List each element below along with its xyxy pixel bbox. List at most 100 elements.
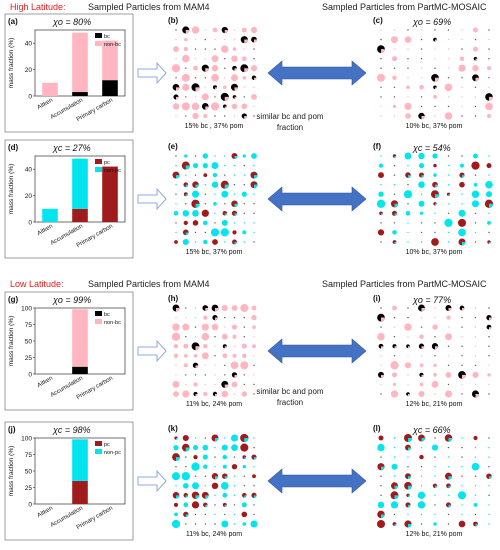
particle-point — [380, 393, 382, 395]
y-tick-label: 0 — [28, 94, 32, 101]
y-tick-label: 40 — [25, 167, 33, 174]
arrow-label-line1: similar bc and pom — [256, 387, 323, 396]
particle-point — [420, 513, 423, 516]
particle-point — [253, 115, 255, 117]
particle-point — [488, 155, 490, 157]
particle-point — [192, 445, 199, 451]
particle-point — [447, 523, 450, 525]
particle-point — [243, 96, 245, 98]
particle-point — [192, 209, 199, 217]
particle-point — [224, 513, 226, 516]
particle-point — [222, 353, 228, 359]
particle-point — [488, 364, 490, 366]
particle-point — [212, 27, 218, 33]
particle-point — [378, 191, 384, 197]
particle-point — [173, 444, 179, 451]
particle-caption: 10% bc, 37% pom — [406, 249, 463, 256]
particle-point — [231, 444, 238, 451]
particle-point — [191, 462, 200, 471]
particle-point — [434, 456, 436, 458]
particle-point — [488, 494, 490, 496]
bar-non-pc — [72, 158, 88, 209]
x-tick-label: Aitken — [37, 376, 54, 390]
particle-wedge — [421, 438, 425, 442]
particle-point — [204, 86, 206, 89]
particle-point — [459, 163, 465, 168]
particle-point — [221, 333, 228, 340]
particle-point — [447, 364, 450, 366]
particle-point — [474, 326, 477, 328]
particle-point — [250, 65, 258, 72]
particle-point — [175, 77, 177, 79]
double-arrow — [267, 338, 367, 364]
particle-wedge — [408, 476, 411, 480]
particle-panel: (h) 11% bc, 24% pom — [168, 294, 257, 408]
particle-point — [488, 58, 490, 60]
particle-point — [474, 345, 477, 347]
particle-point — [243, 326, 245, 328]
particle-point — [474, 212, 477, 214]
particle-wedge — [394, 524, 397, 526]
particle-wedge — [185, 194, 188, 197]
particle-point — [251, 314, 257, 321]
particle-point — [185, 67, 187, 69]
particle-caption: 12% bc, 21% pom — [406, 401, 463, 408]
particle-point — [461, 77, 463, 79]
particle-point — [185, 307, 187, 309]
particle-point — [461, 316, 463, 319]
particle-point — [194, 174, 197, 176]
y-tick-label: 50 — [25, 469, 33, 476]
particle-point — [461, 466, 463, 468]
particle-wedge — [435, 346, 439, 350]
particle-point — [191, 501, 200, 509]
particle-point — [194, 77, 197, 79]
particle-point — [380, 456, 382, 458]
particle-point — [380, 115, 382, 117]
particle-point — [420, 475, 423, 477]
particle-point — [185, 336, 187, 338]
y-tick-label: 0 — [28, 220, 32, 227]
particle-point — [474, 86, 477, 89]
y-tick-label: 0 — [28, 502, 32, 509]
particle-point — [204, 364, 206, 366]
particle-point — [420, 58, 423, 60]
particle-wedge — [215, 317, 218, 321]
particle-point — [474, 485, 477, 487]
particle-point — [181, 54, 190, 63]
particle-point — [204, 58, 206, 60]
particle-point — [211, 55, 219, 63]
particle-point — [393, 67, 396, 69]
particle-point — [447, 105, 450, 108]
particle-point — [461, 96, 463, 98]
particle-point — [251, 305, 257, 311]
particle-point — [420, 316, 423, 319]
particle-point — [171, 64, 181, 73]
particle-point — [420, 222, 423, 224]
particle-point — [488, 48, 490, 50]
particle-point — [391, 56, 398, 62]
bar-non-pc — [72, 439, 88, 481]
particle-point — [233, 393, 236, 395]
particle-point — [211, 181, 219, 188]
y-axis-label: mass fraction (%) — [8, 38, 15, 89]
particle-point — [252, 474, 256, 479]
particle-point — [461, 355, 463, 357]
particle-caption: 11% bc, 24% pom — [186, 401, 242, 408]
particle-point — [193, 353, 198, 358]
particle-point — [447, 241, 450, 243]
particle-point — [488, 86, 490, 89]
particle-point — [420, 241, 423, 243]
particle-point — [380, 326, 382, 328]
particle-point — [181, 102, 190, 111]
particle-point — [203, 464, 208, 469]
particle-point — [224, 241, 226, 243]
particle-caption: 10% bc, 37% pom — [406, 123, 463, 130]
particle-point — [214, 355, 216, 357]
particle-point — [253, 393, 255, 395]
particle-point — [185, 203, 187, 205]
open-arrow — [137, 339, 167, 363]
particle-wedge — [224, 184, 229, 189]
particle-point — [407, 355, 409, 357]
